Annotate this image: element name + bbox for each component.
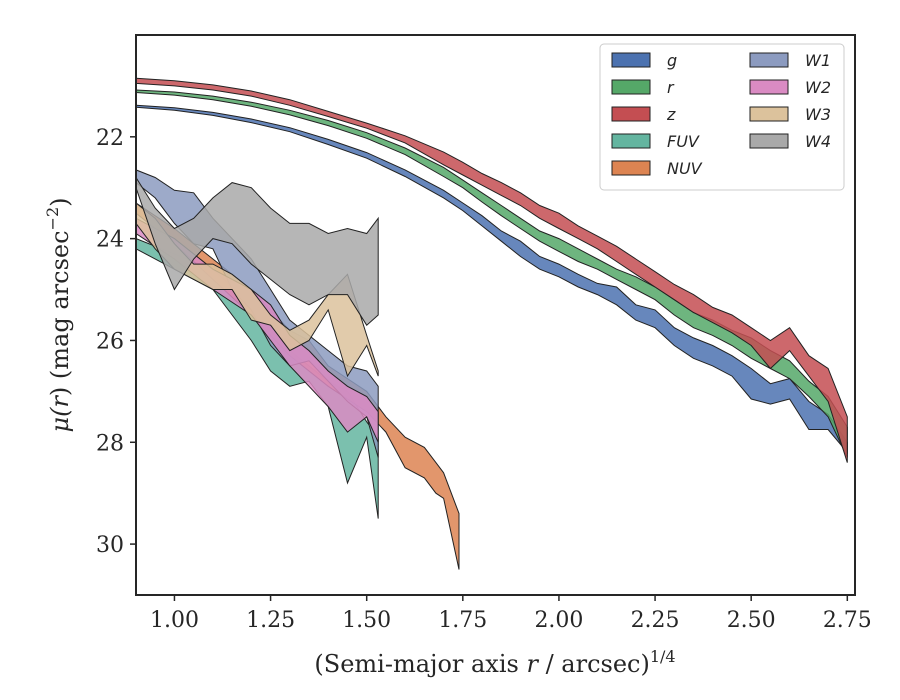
legend-label-r: r: [667, 78, 675, 97]
x-axis-label-tail: / arcsec): [538, 650, 650, 678]
x-tick-label: 1.75: [438, 608, 487, 633]
x-tick-label: 2.50: [727, 608, 776, 633]
y-tick-label: 22: [96, 126, 124, 151]
y-tick-label: 28: [96, 431, 124, 456]
y-axis-label-main: μ(: [46, 407, 74, 433]
legend: grz FUV NUV W1 W2 W3 W4: [599, 43, 845, 191]
legend-swatch-fuv: [611, 133, 651, 149]
x-tick-label: 2.75: [823, 608, 872, 633]
legend-swatch-w4: [749, 133, 789, 149]
x-axis-label-var: r: [526, 650, 539, 678]
x-axis-label-main: (Semi-major axis: [314, 650, 526, 678]
legend-label-w2: W2: [805, 78, 831, 97]
band-w3: [136, 202, 379, 378]
x-tick-label: 1.50: [342, 608, 391, 633]
y-tick-label: 30: [96, 533, 124, 558]
x-tick-label: 2.00: [534, 608, 583, 633]
series-bands: [136, 77, 848, 570]
legend-swatch-z: [611, 106, 651, 122]
y-axis: 22 24 26 28 30: [96, 126, 136, 558]
legend-label-nuv: NUV: [667, 159, 703, 178]
band-z: [136, 77, 848, 463]
x-axis-label-sup: 1/4: [650, 647, 676, 666]
x-tick-label: 2.25: [631, 608, 680, 633]
x-tick-label: 1.00: [150, 608, 199, 633]
y-axis-label-tail: ) (mag arcsec: [46, 230, 74, 396]
legend-swatch-w3: [749, 106, 789, 122]
legend-swatch-nuv: [611, 160, 651, 176]
y-axis-label: μ(r) (mag arcsec−2): [43, 197, 74, 432]
y-tick-label: 26: [96, 329, 124, 354]
legend-swatch-g: [611, 52, 651, 68]
x-axis: 1.00 1.25 1.50 1.75 2.00 2.25 2.50 2.75: [150, 595, 872, 633]
y-axis-label-close: ): [46, 197, 74, 206]
legend-label-z: z: [666, 105, 676, 124]
legend-label-w4: W4: [805, 132, 831, 151]
y-tick-label: 24: [96, 228, 124, 253]
band-w4: [136, 176, 379, 326]
legend-label-g: g: [667, 51, 677, 70]
x-axis-label: (Semi-major axis r / arcsec)1/4: [314, 647, 675, 678]
y-axis-label-var: r: [46, 395, 74, 408]
legend-swatch-w2: [749, 79, 789, 95]
y-axis-label-sup: −2: [43, 207, 62, 231]
legend-swatch-r: [611, 79, 651, 95]
legend-label-fuv: FUV: [667, 132, 700, 151]
legend-label-w1: W1: [805, 51, 831, 70]
legend-swatch-w1: [749, 52, 789, 68]
x-tick-label: 1.25: [246, 608, 295, 633]
legend-label-w3: W3: [805, 105, 831, 124]
plot-frame: [135, 34, 856, 596]
